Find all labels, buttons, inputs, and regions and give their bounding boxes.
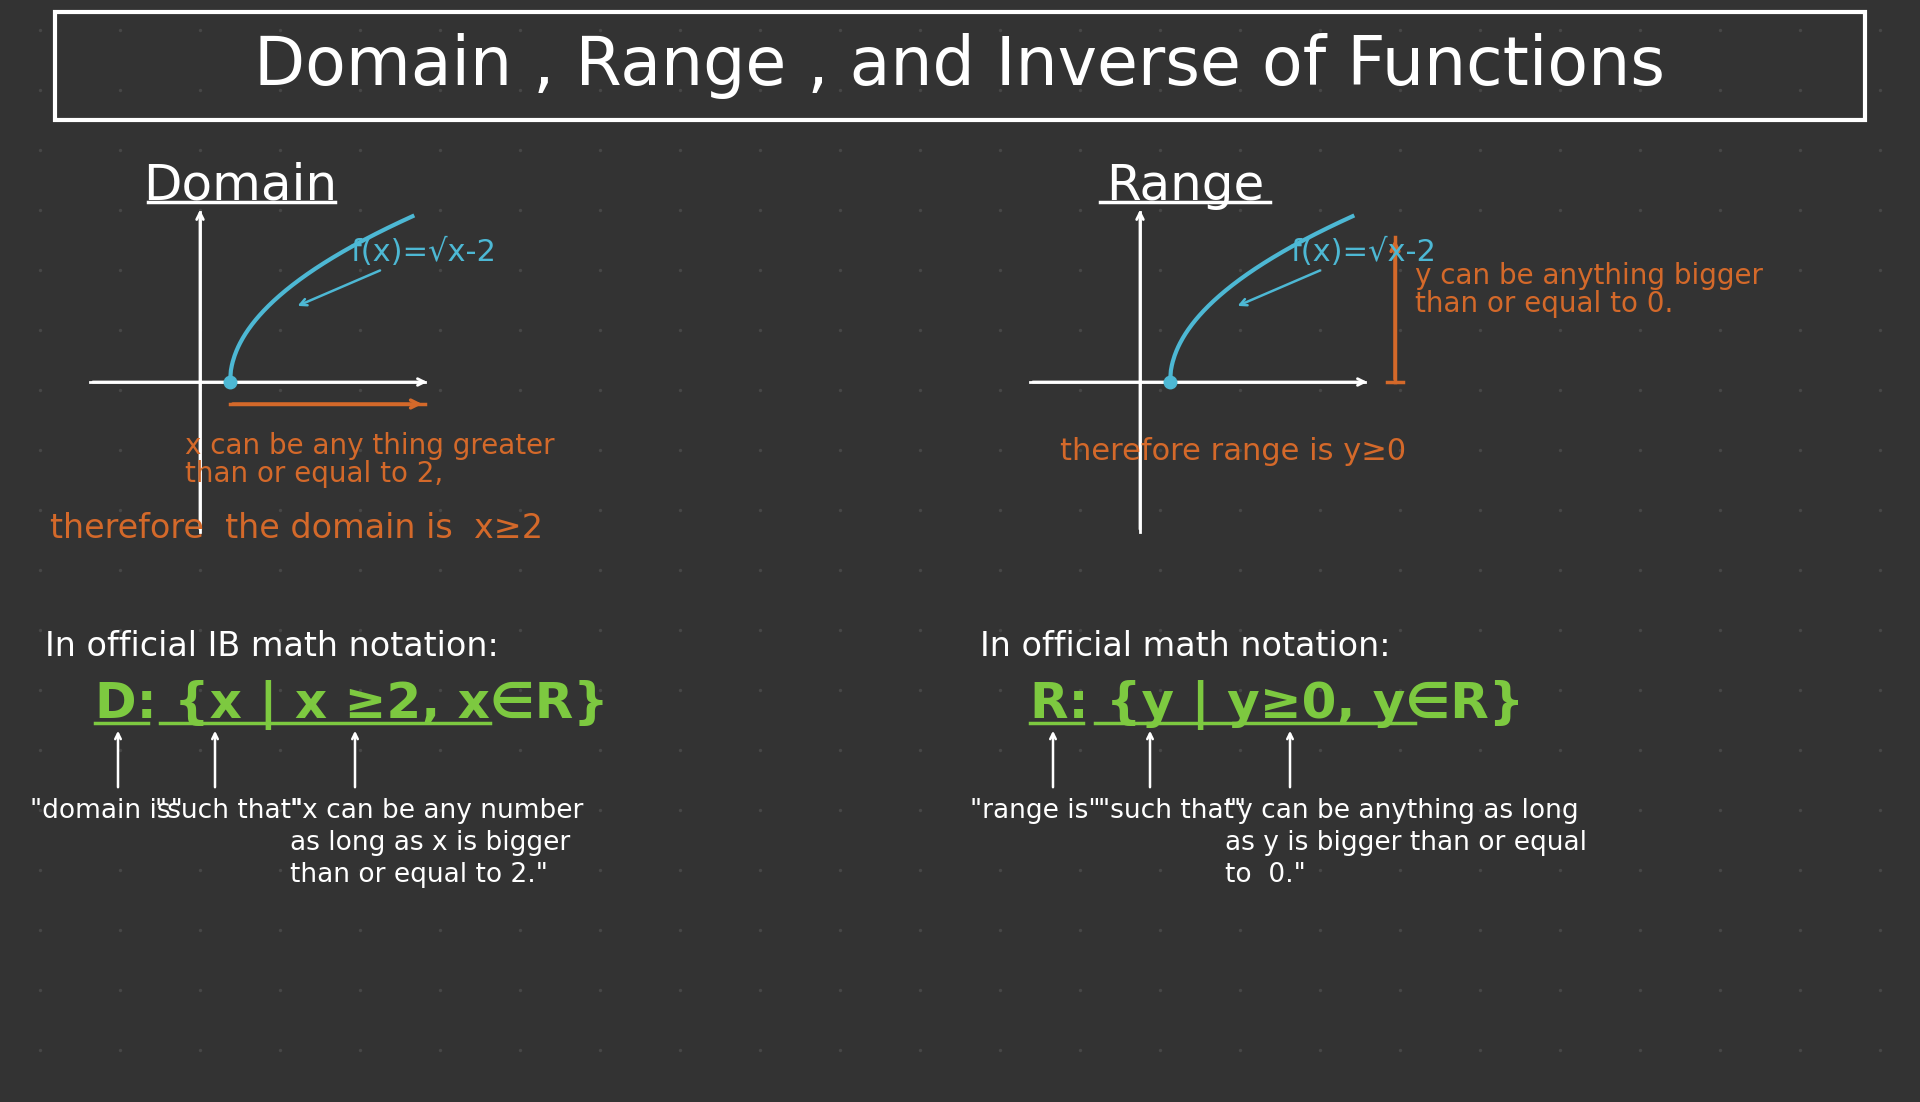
Text: "such that": "such that" bbox=[1098, 798, 1246, 824]
Text: as y is bigger than or equal: as y is bigger than or equal bbox=[1225, 830, 1588, 856]
Text: In official math notation:: In official math notation: bbox=[979, 630, 1390, 663]
Text: "such that": "such that" bbox=[156, 798, 303, 824]
Text: x can be any thing greater: x can be any thing greater bbox=[184, 432, 555, 460]
Text: "x can be any number: "x can be any number bbox=[290, 798, 584, 824]
Text: than or equal to 0.: than or equal to 0. bbox=[1415, 290, 1674, 318]
Text: than or equal to 2,: than or equal to 2, bbox=[184, 460, 444, 488]
Text: as long as x is bigger: as long as x is bigger bbox=[290, 830, 570, 856]
Text: f(x)=√x-2: f(x)=√x-2 bbox=[300, 237, 495, 305]
Text: therefore range is y≥0: therefore range is y≥0 bbox=[1060, 437, 1405, 466]
Text: therefore  the domain is  x≥2: therefore the domain is x≥2 bbox=[50, 512, 543, 545]
Text: "range is": "range is" bbox=[970, 798, 1100, 824]
Text: Domain: Domain bbox=[142, 162, 338, 210]
Text: In official IB math notation:: In official IB math notation: bbox=[44, 630, 499, 663]
Text: f(x)=√x-2: f(x)=√x-2 bbox=[1240, 237, 1436, 305]
Text: to  0.": to 0." bbox=[1225, 862, 1306, 888]
Text: Range: Range bbox=[1106, 162, 1263, 210]
Bar bbox=[56, 12, 1864, 120]
Text: y can be anything bigger: y can be anything bigger bbox=[1415, 262, 1763, 290]
Text: "domain is": "domain is" bbox=[31, 798, 182, 824]
Text: than or equal to 2.": than or equal to 2." bbox=[290, 862, 547, 888]
Text: R: {y | y≥0, y∈R}: R: {y | y≥0, y∈R} bbox=[1029, 680, 1524, 730]
Text: Domain , Range , and Inverse of Functions: Domain , Range , and Inverse of Function… bbox=[255, 33, 1665, 99]
Text: "y can be anything as long: "y can be anything as long bbox=[1225, 798, 1578, 824]
Text: D: {x | x ≥2, x∈R}: D: {x | x ≥2, x∈R} bbox=[94, 680, 609, 730]
